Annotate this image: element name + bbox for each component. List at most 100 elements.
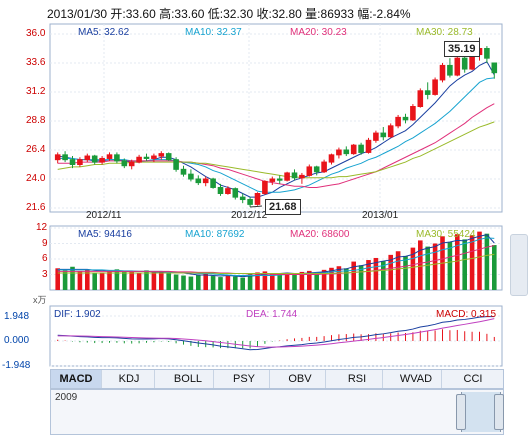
candle-body bbox=[358, 144, 364, 153]
candle-body bbox=[395, 116, 401, 127]
price-y-tick-left: 31.2 bbox=[26, 86, 46, 97]
candle-body bbox=[284, 172, 290, 181]
candle-body bbox=[373, 132, 379, 141]
range-navigator[interactable]: 2009 bbox=[50, 389, 504, 435]
candle-body bbox=[173, 159, 179, 170]
volume-unit: x万 bbox=[33, 295, 47, 305]
candle-body bbox=[195, 178, 202, 184]
volume-bar bbox=[136, 272, 142, 290]
candle-body bbox=[417, 90, 424, 107]
tab-wvad[interactable]: WVAD bbox=[391, 370, 442, 388]
candle-body bbox=[180, 168, 187, 175]
volume-bar bbox=[344, 268, 349, 290]
volume-bar bbox=[129, 271, 134, 290]
volume-bar bbox=[447, 241, 453, 290]
volume-bar bbox=[122, 271, 127, 290]
candle-body bbox=[143, 156, 150, 159]
navigator-right-handle[interactable] bbox=[494, 394, 504, 430]
candle-body bbox=[439, 64, 446, 81]
volume-bar bbox=[469, 235, 475, 290]
volume-bar bbox=[329, 267, 334, 290]
candle-body bbox=[269, 178, 276, 182]
volume-bar bbox=[307, 270, 312, 290]
candle-body bbox=[239, 196, 246, 201]
x-tick-2012-11: 2012/11 bbox=[86, 210, 122, 221]
volume-bar bbox=[144, 270, 149, 290]
candle-body bbox=[262, 180, 268, 195]
candle-body bbox=[461, 57, 468, 70]
candle-body bbox=[121, 160, 128, 167]
volume-bar bbox=[432, 243, 438, 290]
volume-bar bbox=[262, 271, 268, 290]
volume-bars bbox=[55, 231, 497, 290]
candle-body bbox=[54, 154, 61, 161]
volume-bar bbox=[418, 240, 423, 290]
candle-body bbox=[217, 186, 224, 194]
tab-psy[interactable]: PSY bbox=[219, 370, 270, 388]
candle-body bbox=[114, 154, 120, 162]
volume-y-tick: 12 bbox=[36, 222, 48, 233]
tab-boll[interactable]: BOLL bbox=[163, 370, 214, 388]
candle-body bbox=[136, 156, 142, 163]
vol-ma30-label: MA30: 55424 bbox=[416, 229, 476, 240]
price-y-tick-left: 28.8 bbox=[26, 115, 46, 126]
volume-bar bbox=[299, 271, 305, 290]
volume-bar bbox=[484, 233, 490, 290]
candle-body bbox=[365, 139, 372, 153]
tab-macd[interactable]: MACD bbox=[51, 370, 102, 388]
candle-body bbox=[410, 106, 416, 121]
vol-ma10-label: MA10: 87692 bbox=[185, 229, 245, 240]
candle-body bbox=[84, 155, 91, 161]
tab-kdj[interactable]: KDJ bbox=[104, 370, 155, 388]
volume-bar bbox=[455, 234, 460, 290]
volume-bar bbox=[403, 255, 408, 290]
volume-bar bbox=[99, 272, 105, 290]
candle-body bbox=[299, 174, 305, 179]
candle-body bbox=[454, 57, 461, 76]
price-y-tick-left: 24.0 bbox=[26, 173, 46, 184]
tab-cci[interactable]: CCI bbox=[463, 373, 483, 385]
volume-y-tick: 6 bbox=[42, 253, 48, 264]
price-y-tick-left: 26.4 bbox=[26, 144, 46, 155]
volume-bar bbox=[166, 273, 171, 290]
candle-body bbox=[165, 153, 172, 161]
volume-y-tick: 3 bbox=[42, 268, 48, 280]
ma20-label: MA20: 30.23 bbox=[290, 27, 347, 38]
candle-body bbox=[306, 166, 313, 176]
volume-bar bbox=[92, 273, 97, 290]
tab-rsi[interactable]: RSI bbox=[332, 370, 383, 388]
volume-ma20-line bbox=[57, 245, 495, 275]
volume-bar bbox=[410, 247, 416, 290]
price-y-tick-left: 21.6 bbox=[26, 202, 46, 213]
indicator-tabs: MACD KDJ BOLL PSY OBV RSI WVAD CCI bbox=[50, 369, 504, 389]
volume-bar bbox=[70, 266, 75, 290]
volume-bar bbox=[85, 269, 90, 290]
candle-body bbox=[484, 48, 490, 59]
scroll-thumb[interactable] bbox=[510, 234, 528, 296]
macd-grid bbox=[50, 315, 502, 367]
macd-y-zero: 0.000 bbox=[4, 335, 30, 346]
x-tick-2012-12: 2012/12 bbox=[231, 210, 268, 221]
volume-bar bbox=[247, 274, 253, 290]
candle-body bbox=[276, 178, 283, 181]
volume-bar bbox=[151, 271, 157, 290]
volume-bar bbox=[425, 246, 430, 290]
candle-body bbox=[188, 173, 194, 180]
right-side-strip bbox=[504, 24, 532, 436]
volume-bar bbox=[181, 275, 186, 290]
candle-body bbox=[350, 144, 357, 155]
volume-bar bbox=[270, 273, 275, 290]
candle-body bbox=[91, 155, 98, 163]
volume-bar bbox=[358, 265, 364, 290]
candle-body bbox=[402, 116, 409, 121]
high-callout: 35.19 bbox=[444, 41, 480, 57]
price-y-tick-left: 36.0 bbox=[26, 28, 46, 39]
volume-bar bbox=[351, 261, 356, 290]
vol-ma5-label: MA5: 94416 bbox=[78, 229, 132, 240]
tab-obv[interactable]: OBV bbox=[275, 370, 326, 388]
volume-bar bbox=[173, 274, 179, 290]
candle-body bbox=[77, 159, 83, 166]
candle-body bbox=[128, 161, 135, 167]
dea-label: DEA: 1.744 bbox=[246, 309, 298, 320]
navigator-left-handle[interactable] bbox=[456, 394, 466, 430]
